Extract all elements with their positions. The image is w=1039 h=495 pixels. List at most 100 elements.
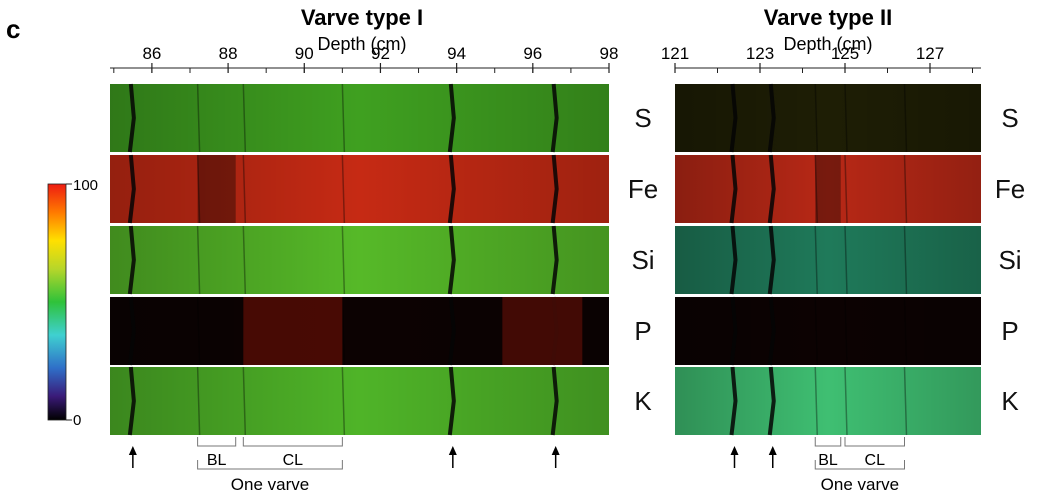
lamina-line	[242, 154, 247, 224]
element-label-p: P	[634, 316, 651, 346]
panel-letter: c	[6, 14, 20, 44]
p-enriched-layer	[502, 297, 583, 365]
lamina-line	[196, 366, 201, 436]
cl-bracket: CL	[844, 437, 905, 469]
dark-lamina	[127, 83, 136, 153]
element-labels-left: S Fe Si P K	[628, 103, 658, 416]
element-labels-right: S Fe Si P K	[995, 103, 1025, 416]
strip-fe	[675, 154, 981, 224]
bl-bracket: BL	[814, 437, 842, 469]
lamina-line	[814, 154, 818, 224]
panel-title: Varve type I	[301, 5, 423, 30]
strip-s	[675, 83, 981, 153]
depth-axis-label: Depth (cm)	[317, 34, 406, 54]
lamina-line	[196, 225, 201, 295]
dark-lamina	[729, 225, 738, 295]
lamina-line	[903, 225, 908, 295]
strip-fe	[110, 154, 609, 224]
element-label-fe: Fe	[995, 174, 1025, 204]
dark-lamina	[767, 366, 776, 436]
dark-lamina	[447, 154, 456, 224]
dark-lamina	[127, 366, 136, 436]
tick-label: 94	[447, 44, 466, 63]
dark-lamina	[767, 296, 776, 366]
dark-lamina	[447, 296, 456, 366]
strip-k	[675, 366, 981, 436]
dark-lamina	[767, 225, 776, 295]
lamina-line	[903, 366, 908, 436]
lamina-line	[341, 366, 346, 436]
strip-shading	[675, 297, 981, 365]
lamina-line	[844, 366, 848, 436]
lamina-line	[196, 296, 201, 366]
lamina-line	[814, 225, 818, 295]
dark-lamina	[729, 366, 738, 436]
element-strips	[675, 83, 981, 436]
lamina-line	[341, 154, 346, 224]
bl-bracket-label: BL	[207, 452, 227, 469]
dark-lamina	[729, 83, 738, 153]
annotations: BL CL One varve	[730, 437, 905, 494]
panel-title: Varve type II	[764, 5, 892, 30]
dark-lamina	[447, 225, 456, 295]
lamina-line	[903, 296, 908, 366]
strip-shading	[110, 226, 609, 294]
tick-label: 98	[600, 44, 619, 63]
tick-label: 92	[371, 44, 390, 63]
element-label-s: S	[1001, 103, 1018, 133]
fe-basal-layer	[197, 155, 236, 223]
element-label-p: P	[1001, 316, 1018, 346]
lamina-line	[903, 83, 908, 153]
lamina-line	[341, 83, 346, 153]
dark-lamina	[729, 154, 738, 224]
lamina-line	[196, 154, 201, 224]
depth-axis-ticks: 86 88 90 92 94 96 98	[110, 44, 618, 73]
depth-axis-label: Depth (cm)	[783, 34, 872, 54]
dark-lamina	[127, 154, 136, 224]
strip-p	[110, 296, 609, 366]
up-arrow	[768, 446, 777, 468]
element-label-s: S	[634, 103, 651, 133]
tick-label: 127	[916, 44, 944, 63]
lamina-line	[341, 225, 346, 295]
cl-bracket: CL	[242, 437, 343, 469]
up-arrow	[730, 446, 739, 468]
lamina-line	[844, 83, 848, 153]
strip-s	[110, 83, 609, 153]
colorbar-gradient	[47, 183, 67, 421]
tick-label: 96	[523, 44, 542, 63]
tick-label: 90	[295, 44, 314, 63]
lamina-line	[844, 154, 848, 224]
dark-lamina	[127, 296, 136, 366]
dark-lamina	[767, 83, 776, 153]
lamina-line	[814, 83, 818, 153]
strip-shading	[110, 84, 609, 152]
panel-varve-type-2: Varve type II Depth (cm) 121 123 125 127 BL…	[661, 5, 981, 494]
dark-lamina	[127, 225, 136, 295]
tick-label: 88	[219, 44, 238, 63]
colorbar-min-label: 0	[73, 412, 81, 429]
element-label-k: K	[634, 386, 652, 416]
lamina-line	[242, 83, 247, 153]
varve-bracket-label: One varve	[231, 475, 309, 494]
fe-basal-layer	[815, 155, 841, 223]
varve-bracket: One varve	[197, 460, 343, 494]
strip-shading	[675, 84, 981, 152]
dark-lamina	[447, 366, 456, 436]
lamina-line	[196, 83, 201, 153]
strip-k	[110, 366, 609, 436]
strip-si	[675, 225, 981, 295]
tick-label: 123	[746, 44, 774, 63]
annotations: BL CL One varve	[128, 437, 560, 494]
up-arrow	[551, 446, 560, 468]
tick-label: 125	[831, 44, 859, 63]
element-label-fe: Fe	[628, 174, 658, 204]
strip-shading	[110, 367, 609, 435]
strip-si	[110, 225, 609, 295]
element-label-si: Si	[631, 245, 654, 275]
cl-bracket-label: CL	[283, 452, 304, 469]
strip-shading	[675, 155, 981, 223]
varve-bracket: One varve	[814, 460, 905, 494]
up-arrow	[128, 446, 137, 468]
